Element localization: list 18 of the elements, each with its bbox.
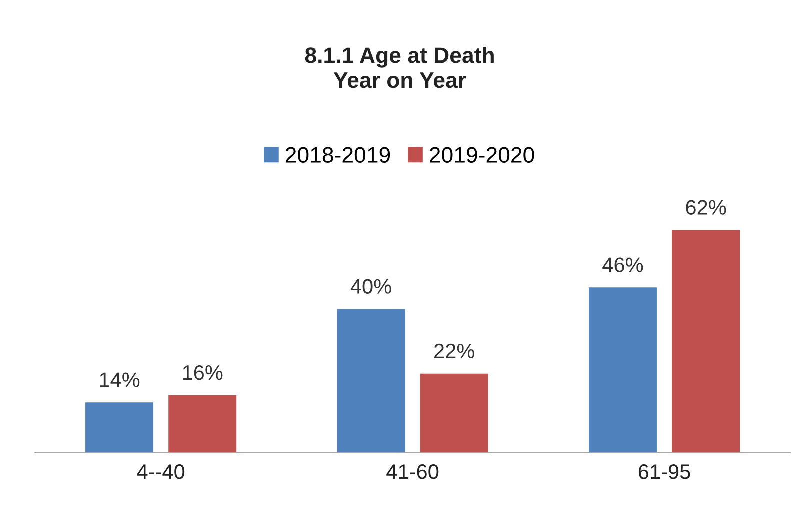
- x-tick-label: 61-95: [638, 464, 690, 480]
- x-tick-label: 4--40: [137, 464, 185, 480]
- bar: [86, 402, 154, 453]
- bar: [420, 374, 488, 453]
- bar: [168, 395, 237, 453]
- x-tick-label: 41-60: [386, 464, 439, 480]
- data-label: 22%: [434, 344, 474, 359]
- chart-title: 8.1.1 Age at Death Year on Year: [305, 47, 494, 88]
- bar: [589, 288, 657, 453]
- legend-label: 2019-2020: [430, 147, 534, 163]
- bar: [672, 230, 740, 453]
- data-label: 16%: [183, 365, 223, 380]
- data-label: 40%: [350, 279, 392, 294]
- data-label: 62%: [686, 200, 726, 215]
- bar: [337, 309, 406, 453]
- data-label: 14%: [100, 372, 140, 388]
- data-label: 46%: [602, 258, 644, 272]
- legend-label: 2018-2019: [286, 147, 390, 163]
